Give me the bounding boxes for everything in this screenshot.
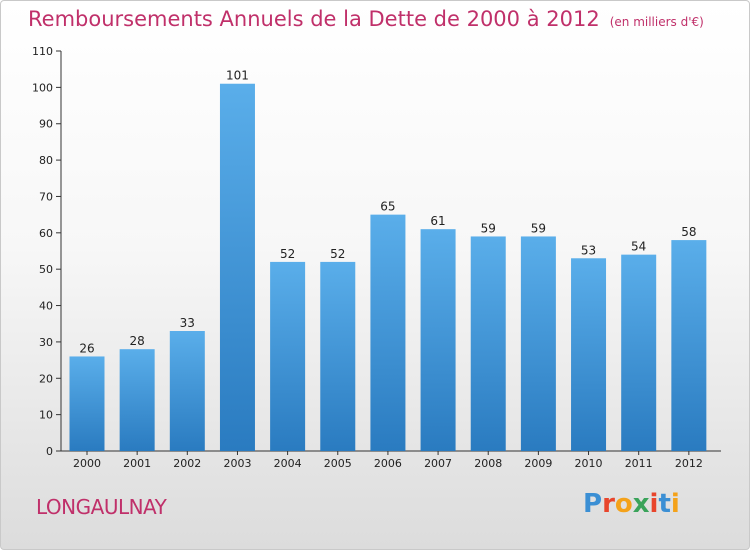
y-tick-label: 0 (46, 445, 53, 458)
data-label: 59 (531, 221, 546, 235)
commune-name: LONGAULNAY (36, 495, 167, 519)
bar-2008[interactable] (470, 236, 506, 451)
data-label: 52 (330, 247, 345, 261)
y-tick-label: 10 (39, 409, 53, 422)
data-label: 101 (226, 69, 249, 83)
bar-2010[interactable] (571, 258, 607, 451)
bar-2006[interactable] (370, 214, 406, 451)
labels-group: 2000 26 2001 28 2002 33 2003 101 2004 52 2005 52 200… (73, 69, 703, 470)
bar-2003[interactable] (219, 83, 255, 452)
bar-2001[interactable] (119, 349, 155, 451)
x-tick-label: 2012 (675, 457, 703, 470)
data-label: 61 (430, 214, 445, 228)
data-label: 33 (180, 316, 195, 330)
data-label: 28 (130, 334, 145, 348)
y-tick-label: 90 (39, 118, 53, 131)
x-tick-label: 2007 (424, 457, 452, 470)
bars-group (69, 83, 707, 452)
x-tick-label: 2005 (324, 457, 352, 470)
logo-letter: i (670, 489, 680, 519)
x-tick-label: 2006 (374, 457, 402, 470)
data-label: 52 (280, 247, 295, 261)
logo-letter: P (583, 489, 603, 519)
logo-letter: r (602, 489, 615, 519)
x-tick-label: 2000 (73, 457, 101, 470)
bar-2012[interactable] (671, 240, 707, 451)
x-tick-label: 2003 (223, 457, 251, 470)
x-tick-label: 2009 (524, 457, 552, 470)
data-label: 53 (581, 243, 596, 257)
data-label: 26 (79, 341, 94, 355)
bar-2011[interactable] (621, 254, 657, 451)
logo-letter: t (658, 489, 671, 519)
bar-2000[interactable] (69, 356, 105, 451)
bar-2009[interactable] (520, 236, 556, 451)
x-tick-label: 2002 (173, 457, 201, 470)
y-tick-label: 50 (39, 263, 53, 276)
data-label: 59 (481, 221, 496, 235)
title-row: Remboursements Annuels de la Dette de 20… (28, 7, 704, 31)
bar-2005[interactable] (320, 261, 356, 451)
y-tick-label: 80 (39, 154, 53, 167)
bar-2004[interactable] (270, 261, 306, 451)
logo-letter: o (614, 489, 633, 519)
chart-subtitle: (en milliers d'€) (609, 15, 704, 29)
data-label: 58 (681, 225, 696, 239)
logo-letter: i (649, 489, 659, 519)
bar-2002[interactable] (169, 331, 205, 451)
data-label: 54 (631, 240, 646, 254)
y-tick-label: 30 (39, 336, 53, 349)
x-tick-label: 2001 (123, 457, 151, 470)
data-label: 65 (380, 200, 395, 214)
y-tick-label: 40 (39, 300, 53, 313)
x-tick-label: 2004 (274, 457, 302, 470)
y-tick-label: 110 (32, 45, 53, 58)
bar-2007[interactable] (420, 229, 456, 451)
x-tick-label: 2011 (625, 457, 653, 470)
chart-title: Remboursements Annuels de la Dette de 20… (28, 7, 600, 31)
x-tick-label: 2008 (474, 457, 502, 470)
proxiti-logo[interactable]: Proxiti (583, 489, 680, 519)
y-tick-label: 70 (39, 190, 53, 203)
logo-letter: x (632, 489, 650, 519)
y-tick-label: 60 (39, 227, 53, 240)
y-tick-label: 100 (32, 81, 53, 94)
x-tick-label: 2010 (575, 457, 603, 470)
y-tick-label: 20 (39, 372, 53, 385)
